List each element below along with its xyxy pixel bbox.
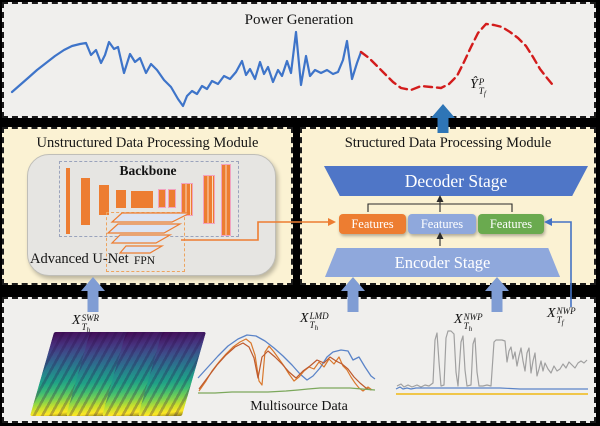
conv-layer-bar [116, 190, 126, 208]
conv-layer-bar [158, 189, 166, 208]
fpn-label: FPN [133, 255, 156, 267]
forecast-label-base: Ŷ [470, 77, 478, 92]
structured-module-panel: Structured Data Processing Module Decode… [300, 127, 596, 285]
conv-layer-bar [168, 189, 176, 208]
feature-box-structured: Features [408, 214, 476, 234]
feature-label: Features [489, 216, 533, 231]
unstructured-module-title: Unstructured Data Processing Module [36, 135, 259, 151]
encoder-stage-label: Encoder Stage [394, 252, 491, 272]
feature-label: Features [420, 216, 464, 231]
conv-layer-bar [99, 185, 109, 215]
encoder-stage: Encoder Stage [325, 248, 560, 277]
multisource-data-caption: Multisource Data [250, 399, 348, 414]
unstructured-module-panel: Unstructured Data Processing Module Back… [2, 127, 293, 285]
decoder-stage-label: Decoder Stage [404, 170, 508, 191]
backbone-label: Backbone [119, 163, 177, 178]
conv-layer-bar [81, 178, 90, 225]
conv-layer-bar [66, 168, 70, 234]
feature-label: Features [351, 216, 394, 231]
advanced-unet-label: Advanced U-Net [30, 251, 129, 267]
decoder-stage: Decoder Stage [324, 166, 588, 196]
feature-box-unstructured: Features [339, 214, 406, 234]
structured-module-title: Structured Data Processing Module [344, 135, 552, 151]
power-generation-title: Power Generation [244, 12, 354, 28]
conv-layer-bar [221, 164, 231, 236]
conv-layer-bar [203, 175, 215, 224]
feature-box-nwp: Features [478, 214, 544, 234]
conv-layer-bar [131, 191, 153, 208]
